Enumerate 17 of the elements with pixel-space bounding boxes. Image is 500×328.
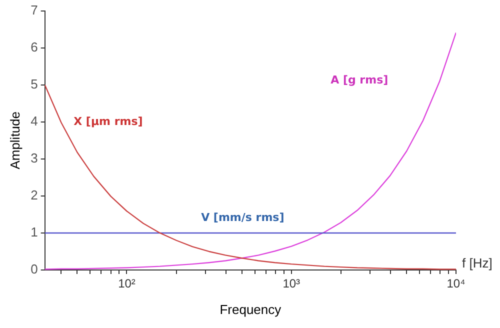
y-tick-label: 4 — [30, 113, 38, 128]
text: A [g rms] — [330, 74, 388, 87]
text: f [Hz] — [462, 256, 492, 271]
y-tick-label: 2 — [30, 188, 38, 203]
y-tick-label: 6 — [30, 39, 38, 54]
x-tick-label: 10⁴ — [446, 276, 466, 291]
y-axis-title: Amplitude — [7, 111, 22, 170]
series-label: V [mm/s rms] — [201, 211, 284, 224]
series-label: X [µm rms] — [74, 115, 143, 128]
y-tick-label: 5 — [30, 76, 38, 92]
x-axis-title: Frequency — [220, 302, 282, 317]
x-tick-label: 10² — [118, 276, 136, 291]
y-tick-label: 0 — [30, 262, 38, 277]
y-tick-label: 1 — [30, 224, 38, 240]
y-tick-label: 7 — [30, 2, 38, 18]
y-tick-label: 3 — [30, 150, 38, 166]
x-tick-label: 10³ — [282, 276, 300, 291]
